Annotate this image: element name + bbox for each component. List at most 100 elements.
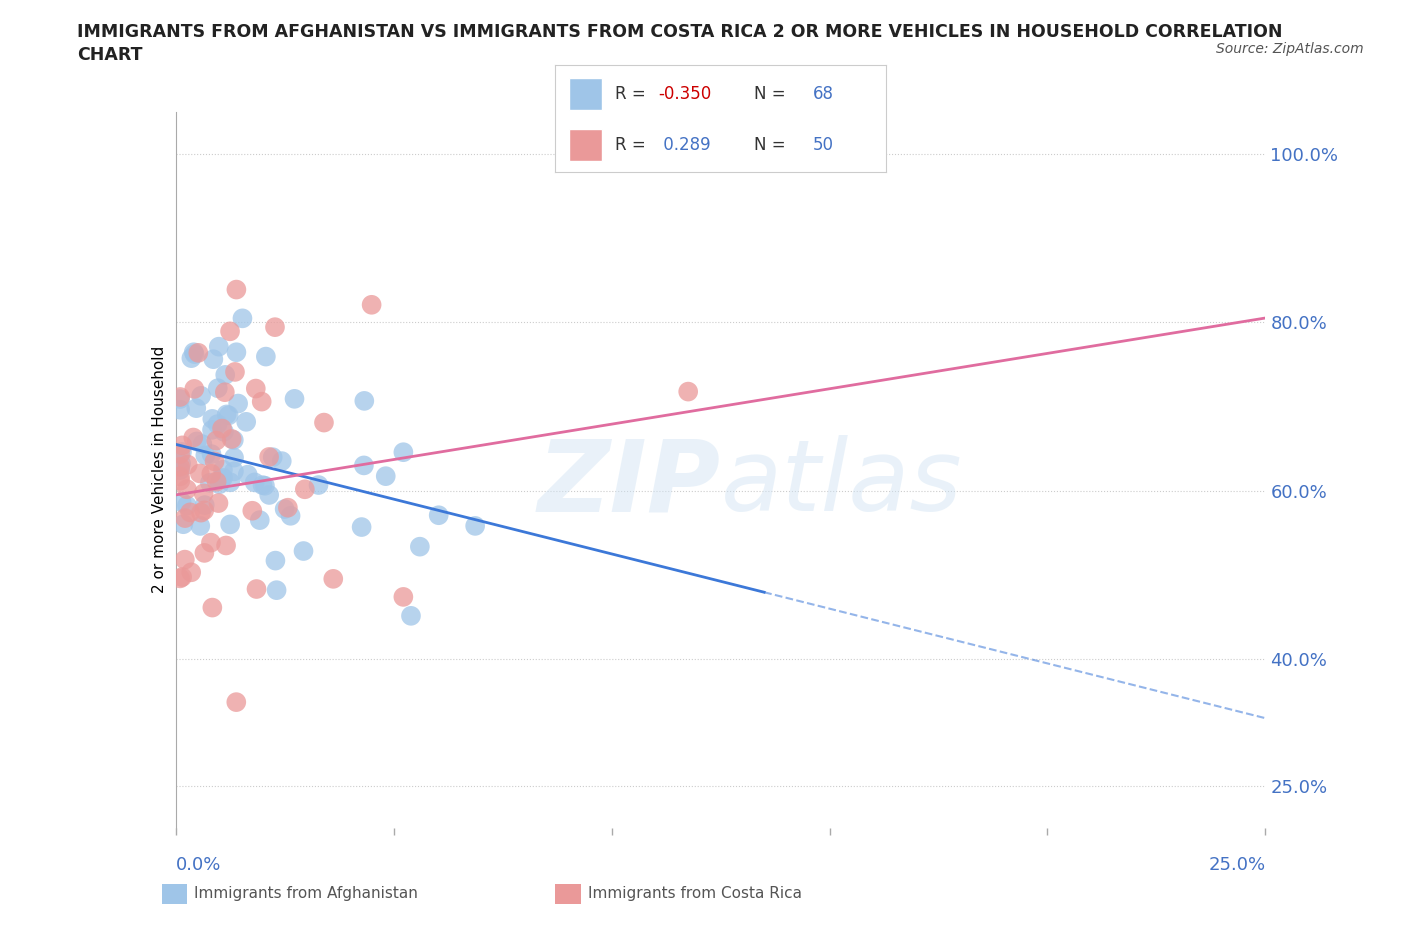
Bar	[568, 78, 602, 110]
Text: Immigrants from Costa Rica: Immigrants from Costa Rica	[588, 886, 801, 901]
Point	[170, 445, 193, 459]
Point	[222, 432, 245, 447]
Point	[277, 500, 299, 515]
Point	[180, 351, 202, 365]
Point	[193, 546, 215, 561]
Point	[262, 450, 284, 465]
Point	[169, 459, 191, 474]
Point	[221, 432, 243, 446]
Point	[180, 565, 202, 579]
Point	[201, 422, 224, 437]
Text: 25.0%: 25.0%	[1208, 857, 1265, 874]
Point	[219, 324, 242, 339]
Point	[224, 365, 246, 379]
Point	[183, 381, 205, 396]
Point	[172, 569, 194, 584]
Point	[212, 424, 235, 439]
Point	[374, 469, 396, 484]
Y-axis label: 2 or more Vehicles in Household: 2 or more Vehicles in Household	[152, 346, 167, 593]
Point	[264, 553, 287, 568]
Point	[294, 482, 316, 497]
Point	[236, 467, 259, 482]
Point	[249, 512, 271, 527]
Point	[264, 320, 287, 335]
Text: 0.0%: 0.0%	[176, 857, 221, 874]
Text: Immigrants from Afghanistan: Immigrants from Afghanistan	[194, 886, 418, 901]
Point	[169, 392, 191, 406]
Text: N =: N =	[754, 85, 790, 103]
Point	[201, 600, 224, 615]
Text: 50: 50	[813, 137, 834, 154]
Point	[219, 517, 242, 532]
Point	[170, 456, 193, 471]
Point	[190, 505, 212, 520]
Point	[169, 469, 191, 484]
Point	[222, 464, 245, 479]
Point	[273, 501, 295, 516]
Point	[212, 462, 235, 477]
Point	[225, 695, 247, 710]
Point	[200, 466, 222, 481]
Point	[208, 477, 231, 492]
Point	[176, 498, 198, 513]
Point	[283, 392, 305, 406]
Point	[225, 345, 247, 360]
Point	[392, 590, 415, 604]
Point	[214, 367, 236, 382]
Point	[191, 437, 214, 452]
Point	[353, 458, 375, 472]
Point	[181, 430, 204, 445]
Text: ZIP: ZIP	[537, 435, 721, 533]
Point	[212, 471, 235, 485]
Point	[170, 495, 193, 510]
Point	[200, 446, 222, 461]
Text: CHART: CHART	[77, 46, 143, 64]
Point	[186, 434, 208, 449]
Point	[226, 396, 249, 411]
Point	[292, 544, 315, 559]
Point	[207, 496, 229, 511]
Point	[245, 381, 267, 396]
Point	[173, 552, 195, 567]
Point	[270, 454, 292, 469]
Point	[392, 445, 415, 459]
Point	[194, 498, 217, 512]
Bar	[568, 129, 602, 162]
Point	[194, 448, 217, 463]
Point	[186, 401, 208, 416]
Text: IMMIGRANTS FROM AFGHANISTAN VS IMMIGRANTS FROM COSTA RICA 2 OR MORE VEHICLES IN : IMMIGRANTS FROM AFGHANISTAN VS IMMIGRANT…	[77, 23, 1282, 41]
Point	[169, 390, 191, 405]
Point	[202, 352, 225, 366]
Point	[188, 466, 211, 481]
Text: 0.289: 0.289	[658, 137, 710, 154]
Point	[308, 478, 330, 493]
Text: R =: R =	[614, 85, 651, 103]
Point	[250, 394, 273, 409]
Point	[266, 583, 288, 598]
Point	[280, 509, 302, 524]
Point	[169, 463, 191, 478]
Point	[200, 535, 222, 550]
Point	[188, 519, 211, 534]
Point	[183, 347, 205, 362]
Text: 68: 68	[813, 85, 834, 103]
Point	[172, 517, 194, 532]
Text: -0.350: -0.350	[658, 85, 711, 103]
Point	[209, 472, 232, 486]
Point	[222, 450, 245, 465]
Point	[198, 475, 221, 490]
Point	[219, 475, 242, 490]
Point	[169, 473, 191, 488]
Point	[204, 454, 226, 469]
Point	[205, 433, 228, 448]
Point	[169, 446, 191, 461]
Point	[409, 539, 432, 554]
Point	[214, 385, 236, 400]
Point	[243, 475, 266, 490]
Point	[235, 415, 257, 430]
Point	[172, 438, 194, 453]
Point	[183, 345, 205, 360]
Point	[322, 571, 344, 586]
Point	[427, 508, 450, 523]
Point	[205, 474, 228, 489]
